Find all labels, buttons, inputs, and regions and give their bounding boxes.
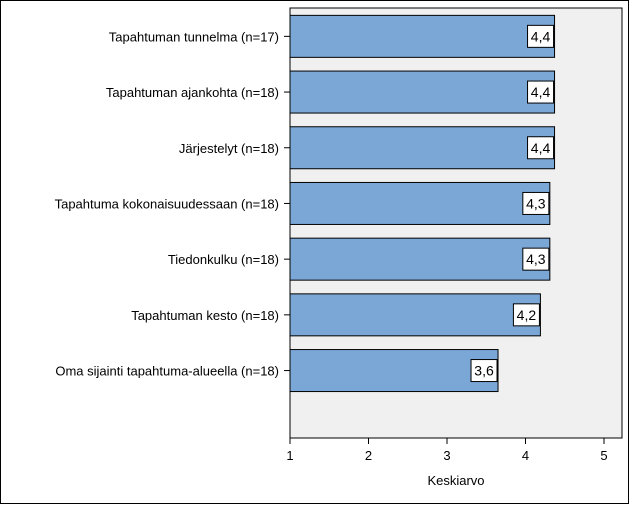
bar-7 bbox=[289, 349, 499, 393]
data-label-box-3 bbox=[527, 136, 555, 160]
x-tick-label-1: 1 bbox=[286, 448, 293, 463]
category-label-7: Oma sijainti tapahtuma-alueella (n=18) bbox=[55, 364, 279, 379]
x-tick-label-5: 5 bbox=[600, 448, 607, 463]
bars-layer: 4,4 4,4 4,4 4,3 4,3 4,2 3,6 bbox=[289, 14, 556, 393]
data-label-box-6 bbox=[512, 303, 540, 327]
data-label-box-1 bbox=[527, 24, 555, 48]
data-label-3: 4,4 bbox=[531, 140, 551, 156]
data-label-2: 4,4 bbox=[531, 84, 551, 100]
x-axis: 1 2 3 4 5 bbox=[284, 35, 608, 463]
category-label-4: Tapahtuma kokonaisuudessaan (n=18) bbox=[55, 196, 279, 211]
bar-1 bbox=[289, 14, 556, 58]
category-label-1: Tapahtuman tunnelma (n=17) bbox=[109, 29, 279, 44]
data-label-6: 4,2 bbox=[517, 307, 537, 323]
bar-2 bbox=[289, 70, 556, 114]
data-label-box-4 bbox=[522, 191, 550, 215]
bar-4 bbox=[289, 181, 551, 225]
bar-6 bbox=[289, 293, 541, 337]
data-label-5: 4,3 bbox=[526, 251, 546, 267]
bar-5 bbox=[289, 237, 551, 281]
category-label-5: Tiedonkulku (n=18) bbox=[168, 252, 279, 267]
data-label-box-5 bbox=[522, 247, 550, 271]
x-axis-title: Keskiarvo bbox=[427, 473, 484, 488]
category-label-2: Tapahtuman ajankohta (n=18) bbox=[106, 85, 279, 100]
data-label-box-7 bbox=[470, 359, 498, 383]
x-tick-label-3: 3 bbox=[443, 448, 450, 463]
category-label-6: Tapahtuman kesto (n=18) bbox=[131, 308, 279, 323]
category-labels: Tapahtuman tunnelma (n=17) Tapahtuman aja… bbox=[55, 29, 279, 378]
data-label-box-2 bbox=[527, 80, 555, 104]
data-label-4: 4,3 bbox=[526, 195, 546, 211]
bar-3 bbox=[289, 126, 556, 170]
data-label-1: 4,4 bbox=[531, 28, 551, 44]
x-tick-label-2: 2 bbox=[365, 448, 372, 463]
category-label-3: Järjestelyt (n=18) bbox=[179, 141, 279, 156]
data-label-7: 3,6 bbox=[474, 363, 494, 379]
x-tick-label-4: 4 bbox=[522, 448, 529, 463]
